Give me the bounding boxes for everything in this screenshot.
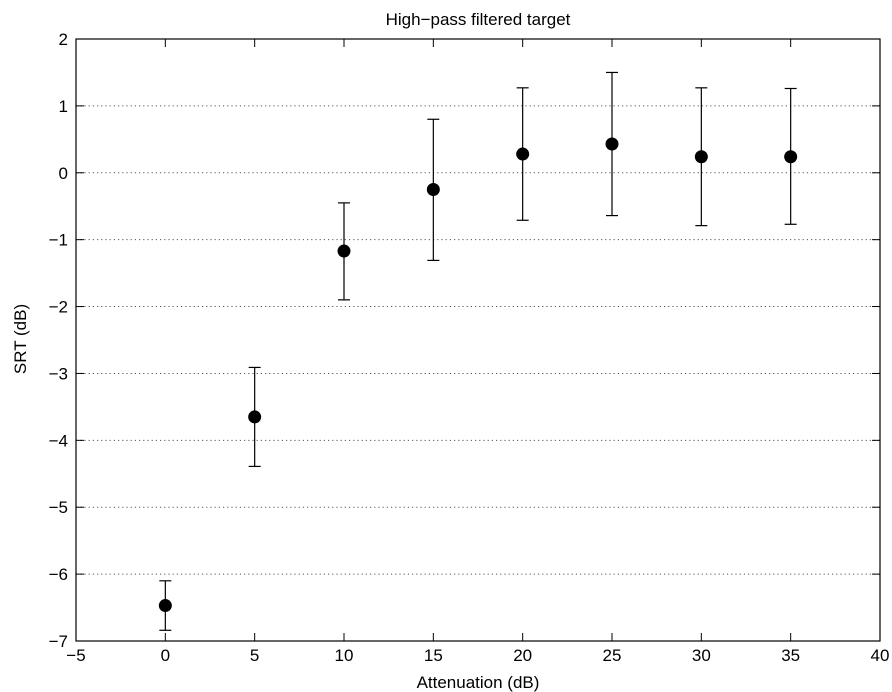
x-tick-label: 5	[250, 646, 259, 665]
x-tick-label: 40	[871, 646, 890, 665]
x-axis-label: Attenuation (dB)	[417, 673, 540, 692]
x-tick-label: 15	[424, 646, 443, 665]
y-tick-label: −6	[49, 565, 68, 584]
x-tick-label: 35	[781, 646, 800, 665]
x-tick-labels: −5 0 5 10 15 20 25 30 35 40	[66, 646, 889, 665]
x-tick-label: −5	[66, 646, 85, 665]
y-tick-label: 0	[59, 164, 68, 183]
y-tick-label: −4	[49, 431, 68, 450]
grid-lines	[76, 105, 880, 575]
data-point	[337, 244, 351, 258]
x-tick-label: 20	[513, 646, 532, 665]
y-tick-label: −1	[49, 231, 68, 250]
data-point	[784, 150, 798, 164]
data-points	[158, 137, 798, 613]
y-tick-label: −2	[49, 298, 68, 317]
data-point	[605, 137, 619, 151]
y-tick-label: 1	[59, 97, 68, 116]
y-tick-label: −7	[49, 632, 68, 651]
x-tick-label: 10	[335, 646, 354, 665]
data-point	[158, 599, 172, 613]
data-point	[426, 183, 440, 196]
x-tick-label: 30	[692, 646, 711, 665]
data-point	[516, 147, 530, 161]
x-tick-label: 0	[161, 646, 170, 665]
axes	[75, 38, 881, 642]
plot-frame	[75, 38, 881, 642]
y-axis-label: SRT (dB)	[11, 304, 30, 374]
y-tick-labels: −7 −6 −5 −4 −3 −2 −1 0 1 2	[49, 30, 68, 651]
y-tick-label: 2	[59, 30, 68, 49]
chart-title: High−pass filtered target	[386, 10, 571, 29]
y-tick-label: −5	[49, 498, 68, 517]
x-tick-label: 25	[603, 646, 622, 665]
data-point	[248, 410, 262, 424]
data-point	[694, 150, 708, 164]
y-tick-label: −3	[49, 364, 68, 383]
